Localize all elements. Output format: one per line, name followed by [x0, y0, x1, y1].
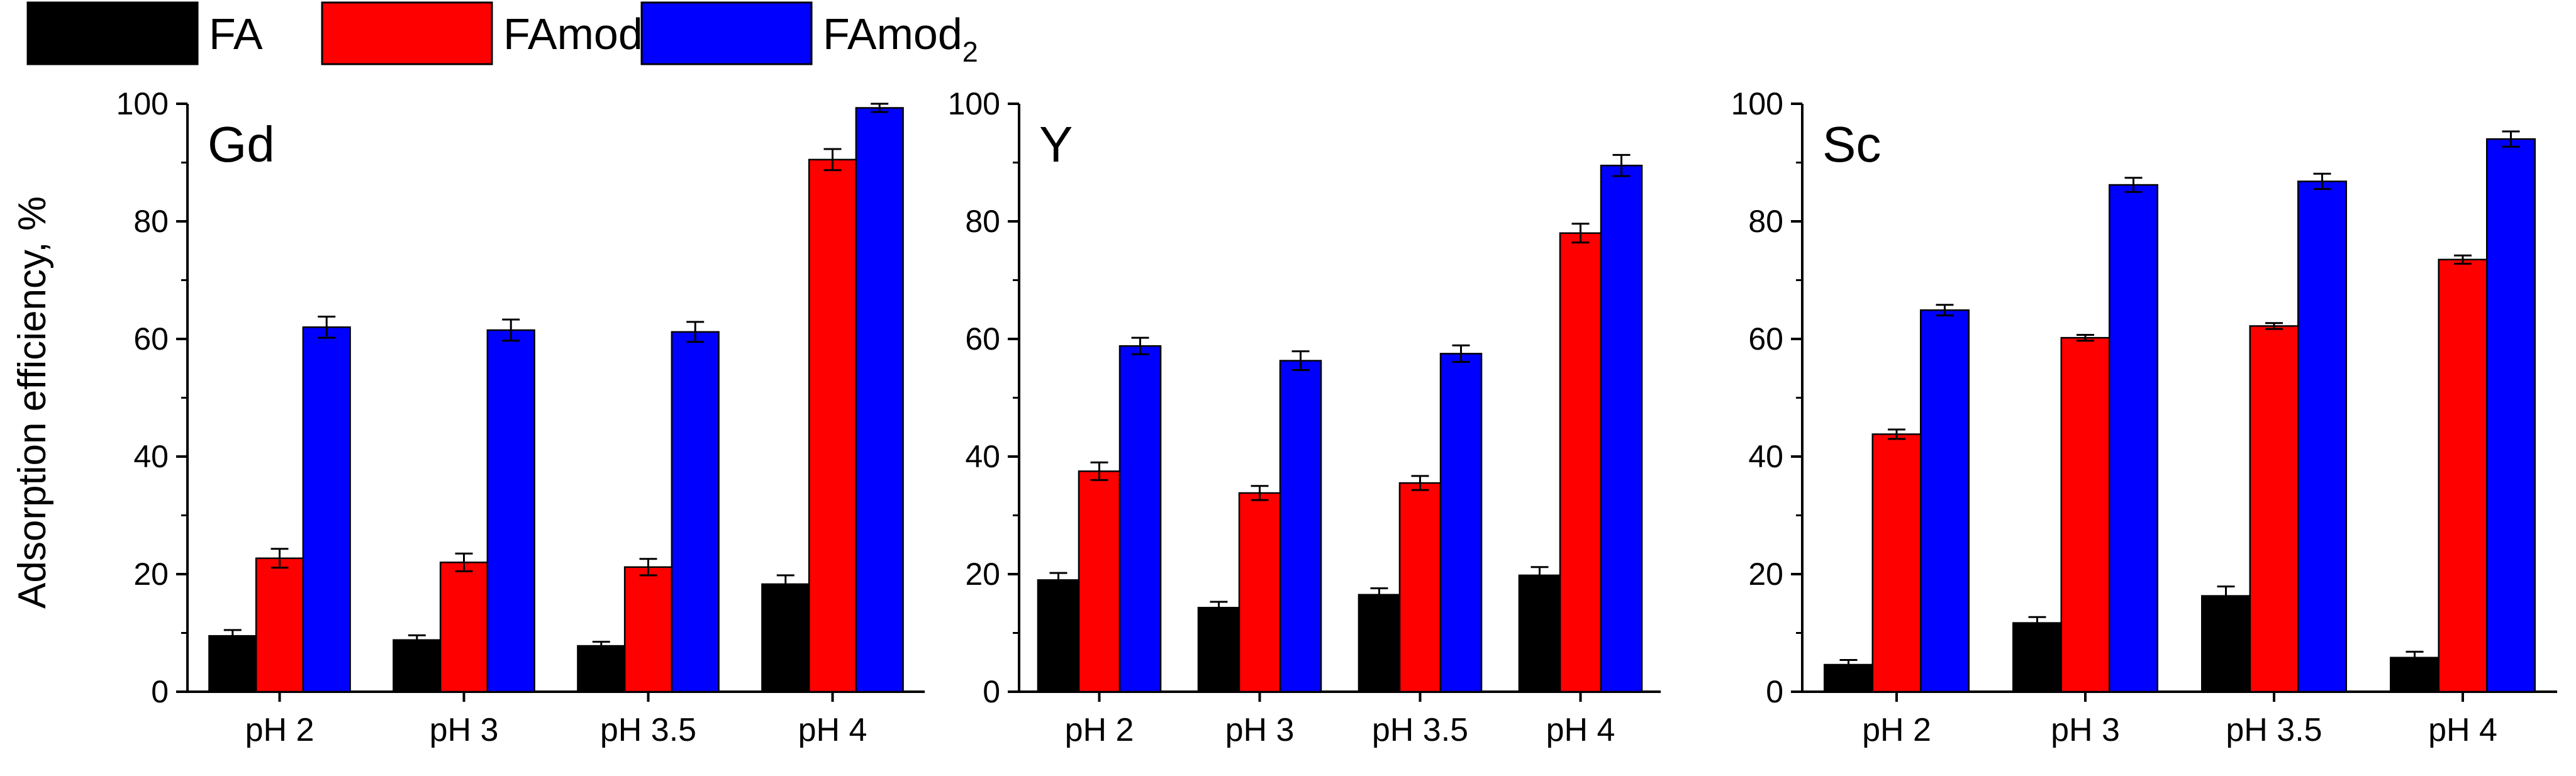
- legend-label-famod2: FAmod2: [823, 9, 978, 68]
- gd-y-tick-label: 40: [133, 439, 169, 474]
- y-bar-fa-ph-3-5: [1358, 594, 1401, 693]
- sc-bar-fa-ph-3-5: [2201, 595, 2251, 693]
- y-x-tick-label: pH 3: [1225, 712, 1295, 748]
- y-x-tick-label: pH 4: [1546, 712, 1615, 748]
- y-bar-famod2-ph-3-5: [1439, 353, 1483, 693]
- y-x-tick-label: pH 3.5: [1372, 712, 1468, 748]
- gd-bar-fa-ph-3-5: [577, 645, 626, 693]
- y-bar-famod1-ph-3-5: [1398, 482, 1442, 693]
- sc-y-tick-label: 0: [1766, 674, 1783, 709]
- y-panel-label: Y: [1039, 116, 1073, 172]
- sc-y-tick-label: 20: [1748, 557, 1783, 592]
- gd-panel-label: Gd: [208, 116, 275, 172]
- y-bar-famod2-ph-4: [1600, 164, 1643, 693]
- panel-sc: 0 20 40 60 80 100 Sc pH 2 pH 3 pH 3.5 pH 4: [1731, 86, 2557, 748]
- y-bar-fa-ph-3: [1197, 607, 1241, 693]
- sc-bar-famod1-ph-3: [2060, 336, 2110, 693]
- gd-bar-fa-ph-3: [393, 639, 442, 693]
- y-bar-famod1-ph-3: [1238, 492, 1281, 693]
- gd-bar-famod2-ph-3: [486, 329, 535, 693]
- sc-bar-famod2-ph-3: [2109, 184, 2158, 693]
- gd-x-tick-label: pH 2: [245, 712, 315, 748]
- y-y-tick-label: 20: [965, 557, 1000, 592]
- gd-x-tick-label: pH 3.5: [600, 712, 696, 748]
- gd-y-tick-label: 100: [116, 86, 169, 121]
- sc-x-tick-label: pH 2: [1862, 712, 1931, 748]
- legend-swatch-famod2: [640, 1, 813, 65]
- gd-bar-famod1-ph-2: [255, 557, 304, 693]
- sc-bar-famod1-ph-4: [2438, 258, 2488, 693]
- y-bar-famod2-ph-2: [1118, 345, 1162, 693]
- y-y-tick-label: 0: [983, 674, 1000, 709]
- gd-bar-famod1-ph-3: [439, 562, 489, 693]
- sc-y-tick-label: 100: [1731, 86, 1783, 121]
- gd-x-tick-label: pH 3: [430, 712, 499, 748]
- panel-y: 0 20 40 60 80 100 YpH 2 pH 3 pH 3.5 pH 4: [948, 86, 1661, 748]
- y-bar-famod2-ph-3: [1279, 360, 1322, 693]
- sc-bar-famod2-ph-3-5: [2297, 180, 2347, 693]
- sc-bar-famod2-ph-4: [2486, 138, 2536, 693]
- sc-panel-label: Sc: [1822, 116, 1881, 172]
- sc-x-tick-label: pH 3: [2051, 712, 2120, 748]
- y-y-tick-label: 60: [965, 321, 1000, 357]
- y-axis-label: Adsorption efficiency, %: [11, 196, 54, 609]
- sc-bar-fa-ph-3: [2012, 622, 2062, 693]
- legend-label-famod1: FAmod1: [503, 9, 659, 68]
- y-bar-famod1-ph-4: [1559, 232, 1602, 693]
- gd-bar-famod1-ph-4: [808, 158, 857, 693]
- sc-y-tick-label: 40: [1748, 439, 1783, 474]
- sc-y-tick-label: 80: [1748, 204, 1783, 239]
- gd-y-tick-label: 60: [133, 321, 169, 357]
- sc-bar-famod2-ph-2: [1920, 309, 1970, 693]
- gd-bar-famod2-ph-3-5: [671, 331, 720, 693]
- y-y-tick-label: 100: [948, 86, 1000, 121]
- legend-label-fa: FA: [209, 9, 263, 58]
- legend-swatch-famod1: [321, 1, 493, 65]
- y-bar-fa-ph-2: [1037, 579, 1080, 693]
- y-y-tick-label: 80: [965, 204, 1000, 239]
- y-bar-fa-ph-4: [1518, 574, 1561, 693]
- gd-bar-fa-ph-2: [208, 635, 257, 693]
- panel-gd: 0 20 40 60 80 100 Gd pH 2 pH 3 pH 3.5 pH 4: [116, 86, 925, 748]
- gd-bar-famod2-ph-4: [855, 107, 904, 693]
- gd-y-tick-label: 80: [133, 204, 169, 239]
- gd-bar-famod1-ph-3-5: [623, 566, 673, 693]
- gd-y-tick-label: 20: [133, 557, 169, 592]
- legend-swatch-fa: [26, 1, 199, 65]
- y-bar-famod1-ph-2: [1078, 470, 1121, 693]
- y-x-tick-label: pH 2: [1065, 712, 1134, 748]
- legend: FA FAmod1 FAmod2: [26, 1, 978, 68]
- gd-x-tick-label: pH 4: [798, 712, 867, 748]
- sc-bar-famod1-ph-3-5: [2249, 325, 2299, 693]
- sc-y-tick-label: 60: [1748, 321, 1783, 357]
- gd-bar-famod2-ph-2: [302, 326, 351, 693]
- sc-bar-famod1-ph-2: [1871, 433, 1922, 693]
- sc-x-tick-label: pH 3.5: [2226, 712, 2322, 748]
- gd-y-tick-label: 0: [151, 674, 169, 709]
- gd-bar-fa-ph-4: [761, 583, 810, 693]
- y-y-tick-label: 40: [965, 439, 1000, 474]
- sc-x-tick-label: pH 4: [2428, 712, 2497, 748]
